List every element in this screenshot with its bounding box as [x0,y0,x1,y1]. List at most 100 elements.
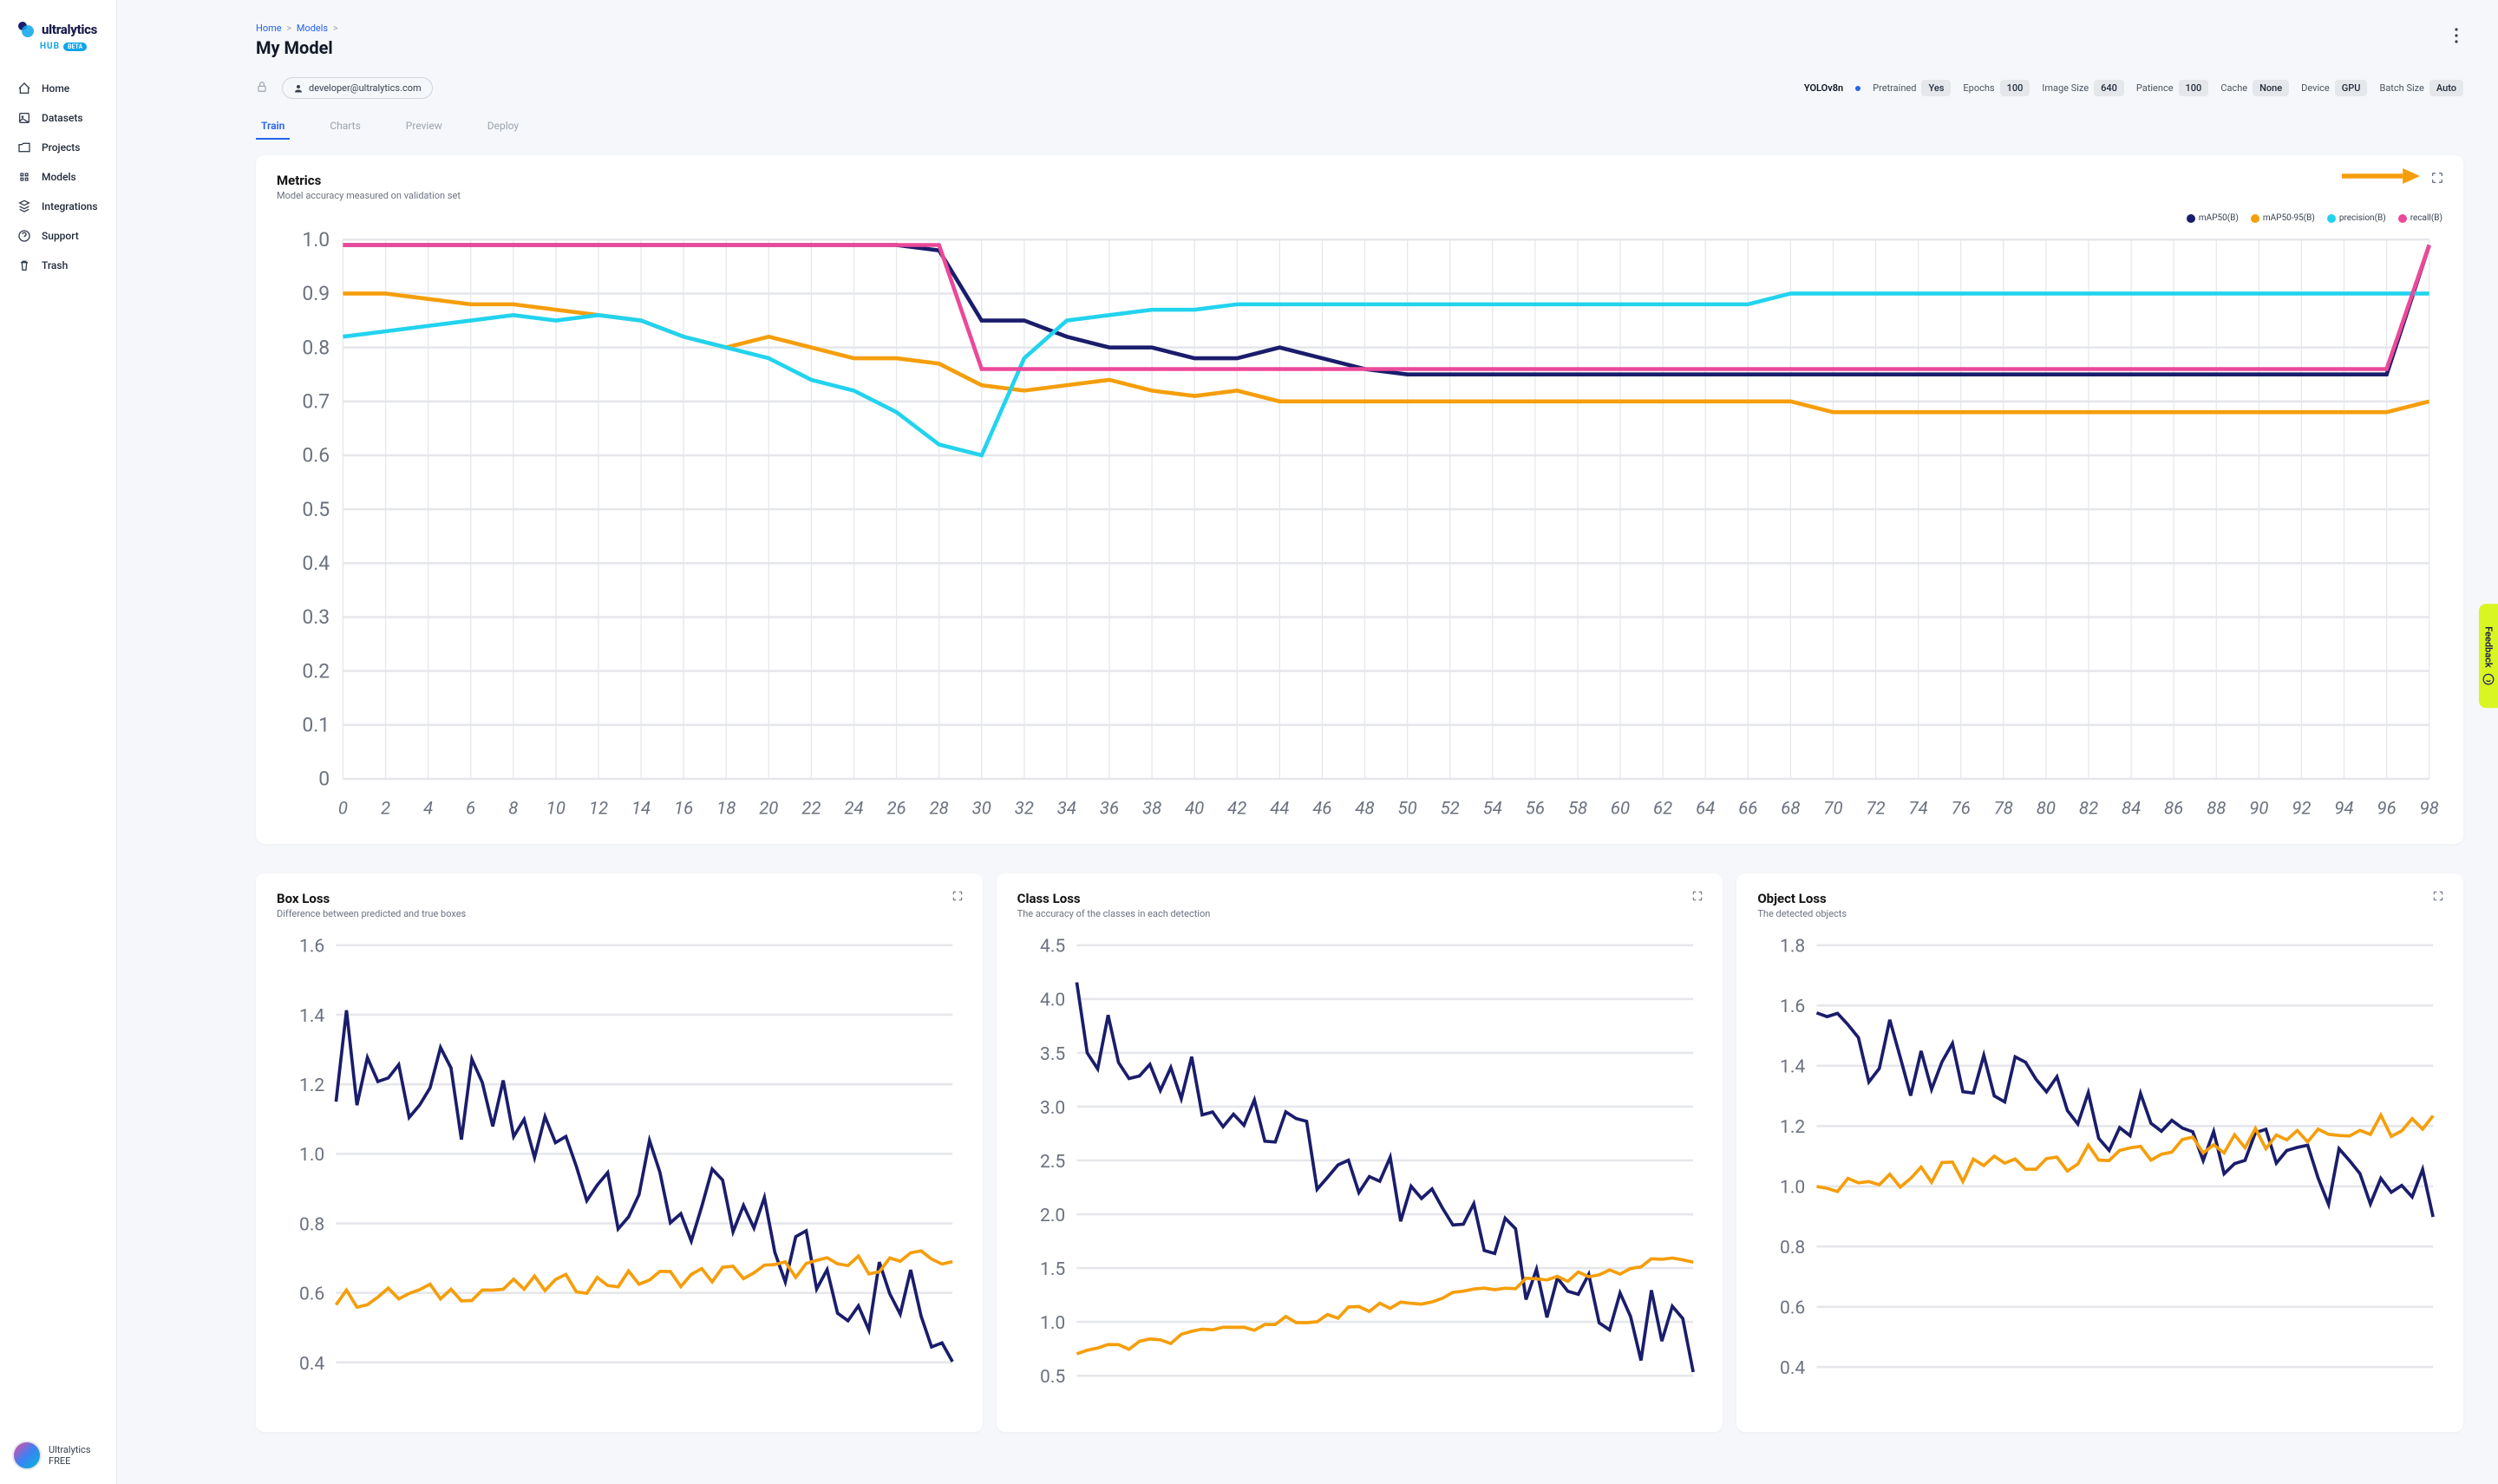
expand-button[interactable] [2430,171,2444,188]
svg-text:52: 52 [1441,798,1460,819]
logo[interactable]: ultralytics HUB BETA [0,10,116,67]
expand-button[interactable] [2432,889,2444,905]
svg-text:0.6: 0.6 [299,1284,324,1305]
loss-title: Class Loss [1017,891,1703,906]
svg-text:10: 10 [546,798,566,819]
svg-text:24: 24 [844,798,863,819]
sidebar-item-models[interactable]: Models [0,162,116,192]
expand-icon [2432,890,2444,902]
trash-icon [17,258,31,272]
tab-deploy[interactable]: Deploy [482,113,524,139]
legend-item[interactable]: mAP50-95(B) [2251,213,2315,223]
svg-text:18: 18 [716,798,736,819]
svg-text:0: 0 [338,798,348,819]
legend-item[interactable]: recall(B) [2398,213,2442,223]
param-label: Batch Size [2379,82,2423,94]
svg-text:14: 14 [631,798,651,819]
tab-charts[interactable]: Charts [324,113,365,139]
dots-vertical-icon [2455,28,2458,43]
sidebar-item-projects[interactable]: Projects [0,133,116,162]
nav-label: Support [42,230,79,242]
footer-name: Ultralytics [49,1444,91,1455]
svg-text:1.0: 1.0 [1780,1177,1805,1199]
legend-dot [2251,214,2259,223]
home-icon [17,82,31,95]
projects-icon [17,141,31,154]
tab-preview[interactable]: Preview [401,113,448,139]
nav-label: Home [42,82,69,95]
loss-chart: 1.81.61.41.21.00.80.60.4 [1757,932,2442,1411]
svg-text:4.5: 4.5 [1040,936,1065,958]
svg-text:88: 88 [2207,798,2226,819]
svg-text:1.5: 1.5 [1040,1258,1065,1280]
legend-dot [2398,214,2407,223]
svg-text:36: 36 [1100,798,1119,819]
tab-train[interactable]: Train [256,113,290,139]
sidebar-item-home[interactable]: Home [0,74,116,103]
legend-label: recall(B) [2410,213,2442,223]
user-icon [293,83,304,94]
svg-text:1.0: 1.0 [299,1144,324,1166]
param-value: Auto [2429,80,2463,96]
param-epochs: Epochs 100 [1963,80,2030,96]
svg-text:0.8: 0.8 [1780,1237,1805,1258]
expand-button[interactable] [951,889,964,905]
svg-text:0.4: 0.4 [302,552,330,575]
legend-item[interactable]: mAP50(B) [2187,213,2239,223]
svg-text:84: 84 [2122,798,2141,819]
svg-text:82: 82 [2079,798,2098,819]
svg-text:0: 0 [318,768,330,791]
sidebar-item-trash[interactable]: Trash [0,251,116,280]
main-content: Home > Models > My Model developer@ultra… [117,0,2498,1484]
svg-text:40: 40 [1185,798,1204,819]
metrics-subtitle: Model accuracy measured on validation se… [277,190,2442,201]
svg-text:3.5: 3.5 [1040,1043,1065,1065]
brand-badge: BETA [63,42,87,51]
sidebar-footer[interactable]: Ultralytics FREE [0,1427,116,1484]
svg-text:0.4: 0.4 [299,1353,324,1375]
legend-item[interactable]: precision(B) [2327,213,2386,223]
svg-text:1.0: 1.0 [1040,1312,1065,1334]
svg-text:0.2: 0.2 [302,659,330,683]
nav-label: Models [42,171,76,183]
breadcrumb-models[interactable]: Models [297,23,328,34]
sidebar-item-integrations[interactable]: Integrations [0,192,116,221]
loss-subtitle: The detected objects [1757,908,2442,919]
svg-text:0.1: 0.1 [302,713,330,736]
feedback-label: Feedback [2483,626,2495,668]
lock-icon [256,80,268,96]
more-menu-button[interactable] [2449,23,2463,52]
svg-text:54: 54 [1483,798,1502,819]
legend-label: mAP50(B) [2199,213,2239,223]
svg-text:86: 86 [2164,798,2183,819]
param-label: Epochs [1963,82,1994,94]
param-batch-size: Batch Size Auto [2379,80,2463,96]
brand-icon [16,19,36,40]
expand-icon [1691,890,1703,902]
loss-subtitle: Difference between predicted and true bo… [277,908,962,919]
breadcrumb-home[interactable]: Home [256,23,282,34]
loss-title: Box Loss [277,891,962,906]
svg-text:3.0: 3.0 [1040,1097,1065,1119]
svg-text:30: 30 [972,798,991,819]
svg-text:2.5: 2.5 [1040,1151,1065,1173]
svg-text:2: 2 [381,798,390,819]
feedback-button[interactable]: Feedback [2479,604,2498,708]
sidebar-item-datasets[interactable]: Datasets [0,103,116,133]
svg-text:16: 16 [674,798,693,819]
sidebar-item-support[interactable]: Support [0,221,116,251]
svg-text:2.0: 2.0 [1040,1205,1065,1226]
param-value: 100 [2000,80,2030,96]
svg-text:0.6: 0.6 [1780,1298,1805,1319]
svg-text:0.3: 0.3 [302,605,330,629]
param-value: 100 [2179,80,2209,96]
metrics-title: Metrics [277,173,2442,188]
param-label: Pretrained [1873,82,1916,94]
loss-card-class-loss: Class LossThe accuracy of the classes in… [997,873,1723,1432]
param-value: Yes [1921,80,1951,96]
expand-button[interactable] [1691,889,1703,905]
svg-text:1.2: 1.2 [1780,1116,1805,1138]
svg-text:56: 56 [1526,798,1545,819]
user-pill[interactable]: developer@ultralytics.com [282,77,433,99]
svg-text:48: 48 [1355,798,1374,819]
